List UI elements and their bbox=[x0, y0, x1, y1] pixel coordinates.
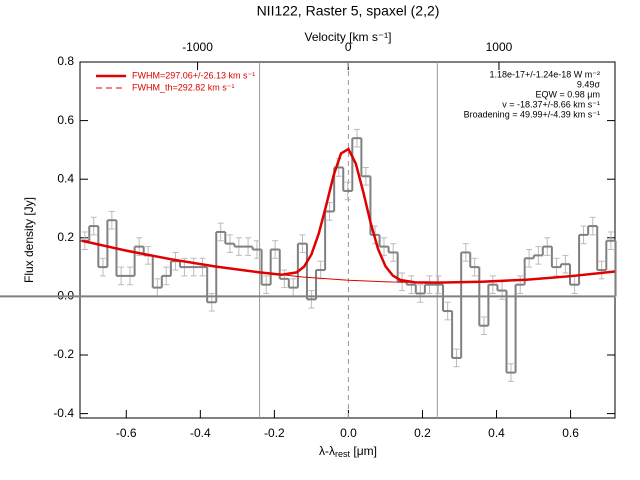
x-tick-label: -0.4 bbox=[190, 426, 211, 440]
annotation: EQW = 0.98 μm bbox=[536, 89, 600, 99]
x2-tick-label: 0 bbox=[345, 40, 352, 54]
fit-curve bbox=[81, 147, 616, 284]
x-tick-label: 0.4 bbox=[488, 426, 505, 440]
y-tick-label: 0.4 bbox=[57, 171, 74, 185]
x-tick-label: 0.0 bbox=[340, 426, 357, 440]
annotation: 9.49σ bbox=[577, 79, 601, 89]
chart-title: NII122, Raster 5, spaxel (2,2) bbox=[257, 3, 440, 19]
legend-label: FWHM_th=292.82 km s⁻¹ bbox=[132, 82, 235, 92]
x-tick-label: 0.6 bbox=[562, 426, 579, 440]
annotation: v = -18.37+/-8.66 km s⁻¹ bbox=[502, 99, 600, 109]
x2-axis-label: Velocity [km s⁻¹] bbox=[304, 30, 391, 44]
x-label-sub: rest bbox=[335, 449, 351, 459]
annotation: 1.18e-17+/-1.24e-18 W m⁻² bbox=[489, 69, 600, 79]
y-tick-label: 0.8 bbox=[57, 54, 74, 68]
x2-tick-label: 1000 bbox=[486, 40, 513, 54]
y-tick-label: -0.2 bbox=[53, 347, 74, 361]
x2-tick-label: -1000 bbox=[182, 40, 213, 54]
x-tick-label: -0.6 bbox=[116, 426, 137, 440]
y-axis-label: Flux density [Jy] bbox=[22, 197, 36, 283]
x-tick-label: -0.2 bbox=[264, 426, 285, 440]
legend-label: FWHM=297.06+/-26.13 km s⁻¹ bbox=[132, 70, 255, 80]
x-label-unit: [μm] bbox=[350, 444, 377, 458]
annotation: Broadening = 49.99+/-4.39 km s⁻¹ bbox=[464, 109, 600, 119]
y-tick-label: 0.6 bbox=[57, 113, 74, 127]
y-tick-label: -0.4 bbox=[53, 406, 74, 420]
x-axis-label: λ-λrest [μm] bbox=[319, 444, 377, 459]
x-tick-label: 0.2 bbox=[414, 426, 431, 440]
x-label-main: λ-λ bbox=[319, 444, 335, 458]
y-tick-label: 0.2 bbox=[57, 230, 74, 244]
